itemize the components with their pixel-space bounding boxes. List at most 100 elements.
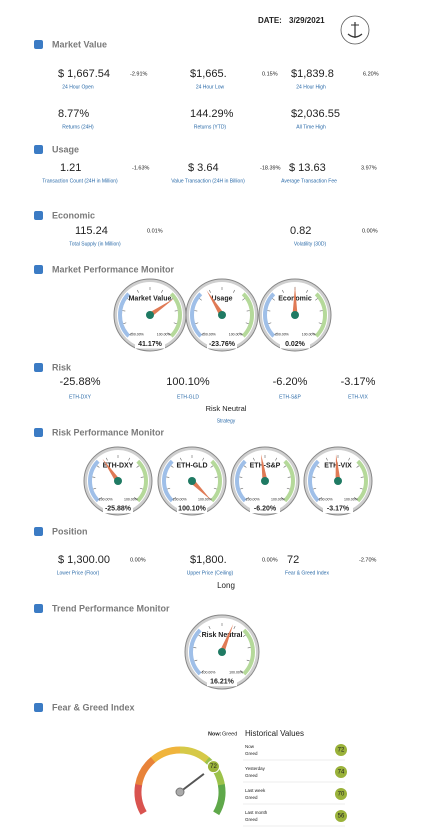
gauge-tick bbox=[170, 465, 174, 468]
metric-change: 3.97% bbox=[361, 165, 377, 171]
metric-label: Returns (24H) bbox=[62, 124, 94, 130]
gauge-tick bbox=[246, 497, 249, 500]
gauge-value-box bbox=[177, 504, 207, 514]
metric-value: $ 1,300.00 bbox=[58, 554, 110, 566]
metric-value: $1,800. bbox=[190, 554, 227, 566]
metric-label: Value Transaction (24H in Billion) bbox=[171, 178, 245, 184]
gauge-scale-label: -100.00% bbox=[172, 498, 187, 502]
risk-value: -25.88% bbox=[60, 376, 101, 388]
gauge-hub bbox=[261, 477, 269, 485]
direction: Long bbox=[217, 581, 235, 590]
history-value: 56 bbox=[338, 814, 345, 820]
gauge-tick bbox=[312, 332, 316, 336]
gauge-tick bbox=[179, 457, 182, 461]
section-icon bbox=[34, 40, 43, 49]
gauge-tick bbox=[319, 497, 322, 500]
history-period: Last week bbox=[245, 788, 266, 793]
metric-label: Lower Price (Floor) bbox=[57, 570, 100, 576]
history-label: Greed bbox=[245, 817, 258, 822]
fg-band bbox=[150, 746, 181, 763]
metric-label: Returns (YTD) bbox=[194, 124, 227, 130]
gauge-tick bbox=[128, 457, 131, 461]
gauge-tick bbox=[239, 332, 243, 336]
risk-label: ETH-DXY bbox=[69, 394, 92, 400]
history-value: 70 bbox=[338, 792, 345, 798]
metric-label: Total Supply (in Million) bbox=[69, 241, 121, 247]
gauge-band bbox=[189, 628, 202, 676]
metric-value: $ 3.64 bbox=[188, 162, 219, 174]
section-title: Fear & Greed Index bbox=[52, 702, 135, 712]
section-title: Risk Performance Monitor bbox=[52, 427, 165, 437]
now-value: Greed bbox=[222, 731, 237, 737]
risk-value: -3.17% bbox=[341, 376, 376, 388]
strategy-label: Strategy bbox=[217, 418, 236, 424]
gauge-needle bbox=[219, 624, 234, 653]
logo bbox=[340, 15, 370, 45]
gauge-needle bbox=[148, 298, 174, 318]
gauge-value-box bbox=[207, 339, 237, 349]
gauge-value: -23.76% bbox=[209, 341, 236, 348]
gauge-tick bbox=[127, 298, 130, 301]
gauge-scale-label: 100.00% bbox=[302, 333, 316, 337]
gauge-scale-label: 100.00% bbox=[124, 498, 138, 502]
gauge: ETH-VIX -100.00% 100.00% -3.17% bbox=[303, 446, 373, 516]
gauge-tick bbox=[167, 487, 171, 490]
gauge-band bbox=[241, 292, 254, 338]
section-icon bbox=[34, 527, 43, 536]
gauge-tick bbox=[199, 298, 202, 301]
gauge-tick bbox=[129, 332, 133, 336]
gauge-scale-label: -100.00% bbox=[200, 670, 215, 674]
metric-value: 8.77% bbox=[58, 108, 89, 120]
date: 3/29/2021 bbox=[289, 16, 325, 25]
gauge-tick bbox=[281, 497, 284, 500]
gauge-tick bbox=[313, 487, 317, 490]
metric-value: 72 bbox=[287, 554, 299, 566]
metric-change: -18.39% bbox=[260, 165, 281, 171]
gauge-tick bbox=[198, 634, 202, 637]
metric-label: All Time High bbox=[296, 124, 326, 130]
history-label: Greed bbox=[245, 795, 258, 800]
section-title: Position bbox=[52, 526, 88, 536]
gauge-band bbox=[283, 459, 295, 503]
section-icon bbox=[34, 428, 43, 437]
gauge-band bbox=[314, 292, 327, 338]
gauge-tick bbox=[233, 289, 235, 293]
gauge: Economic-100.00%100.00%0.02% bbox=[258, 278, 332, 352]
gauge-scale-label: 100.00% bbox=[344, 498, 358, 502]
gauge: ETH-S&P -100.00% 100.00% -6.20% bbox=[230, 446, 300, 516]
gauge-title: ETH-DXY bbox=[103, 463, 134, 470]
gauge-tick bbox=[194, 659, 198, 662]
section-title: Usage bbox=[52, 144, 79, 154]
gauge-tick bbox=[195, 322, 199, 324]
history-label: Greed bbox=[245, 751, 258, 756]
section-title: Trend Performance Monitor bbox=[52, 603, 170, 613]
gauge-hub bbox=[218, 311, 226, 319]
metric-label: Volatility (30D) bbox=[294, 241, 327, 247]
gauge-tick bbox=[286, 487, 290, 490]
gauge-tick bbox=[208, 626, 211, 629]
gauge-scale-label: -100.00% bbox=[129, 333, 144, 337]
gauge-tick bbox=[306, 289, 308, 293]
gauge-value: -6.20% bbox=[254, 505, 277, 512]
date-label: DATE: bbox=[258, 16, 282, 25]
gauge-scale-label: 100.00% bbox=[271, 498, 285, 502]
gauge-value-box bbox=[280, 339, 310, 349]
metric-value: 144.29% bbox=[190, 108, 234, 120]
gauge-tick bbox=[315, 298, 318, 301]
strategy: Risk Neutral bbox=[206, 404, 247, 413]
gauge-scale-label: 100.00% bbox=[229, 333, 243, 337]
fg-value: 72 bbox=[210, 764, 217, 770]
gauge: Market Value -100.00% 100.00% 41.17% bbox=[113, 278, 187, 352]
gauge: ETH-DXY -100.00% 100.00% -25.88% bbox=[83, 446, 153, 516]
gauge-tick bbox=[268, 322, 272, 324]
gauge-tick bbox=[233, 626, 236, 629]
section-icon bbox=[34, 604, 43, 613]
gauge-title: Risk Neutral bbox=[202, 632, 243, 639]
gauge-scale-label: -100.00% bbox=[274, 333, 289, 337]
gauge-tick bbox=[283, 465, 287, 468]
gauge: ETH-GLD -100.00% 100.00% 100.10% bbox=[157, 446, 227, 516]
gauge-title: ETH-GLD bbox=[176, 463, 207, 470]
gauge-needle bbox=[206, 290, 225, 317]
metric-value: $2,036.55 bbox=[291, 108, 340, 120]
